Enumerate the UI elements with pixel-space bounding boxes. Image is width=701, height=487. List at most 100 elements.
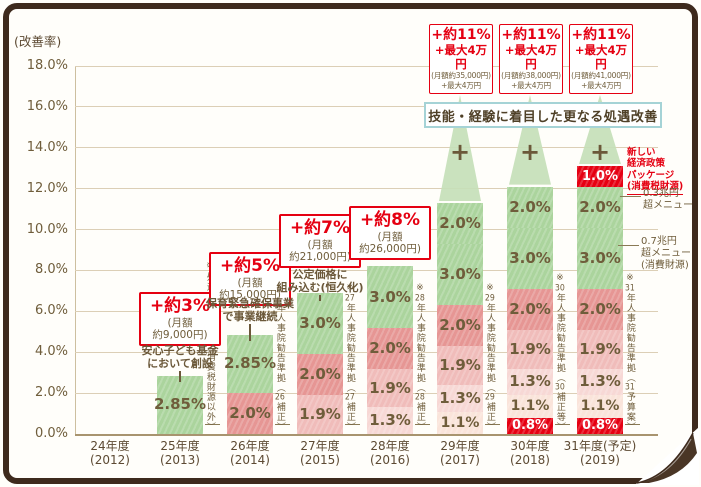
- menu-0-7-trillion-label: 0.7兆円 超メニュー (消費財源): [641, 236, 691, 272]
- y-tick-label: 8.0%: [34, 262, 68, 278]
- segment-value-label: 1.3%: [509, 372, 551, 391]
- segment-value-label: 2.0%: [439, 316, 481, 335]
- callout-box-top: +約11% +最大4万円 (月額約35,000円) +最大4万円: [429, 24, 493, 94]
- caption-line: 安心子ども基金: [141, 344, 219, 357]
- callout-main: +約3%: [149, 296, 211, 316]
- top-callout-line: (月額約38,000円): [501, 71, 561, 81]
- x-axis-label-line: (2014): [230, 453, 270, 468]
- bar-caption: 公定価格に 組み込む(恒久化): [260, 268, 380, 294]
- x-axis-label: 29年度 (2017): [412, 439, 508, 468]
- x-axis-label-line: (2018): [510, 453, 550, 468]
- callout-main: +約7%: [289, 218, 351, 238]
- y-tick-label: 18.0%: [26, 58, 68, 73]
- y-tick-label: 10.0%: [26, 221, 68, 237]
- segment-value-label: 1.9%: [369, 378, 411, 397]
- callout-main: +約8%: [359, 210, 421, 230]
- x-axis-label-line: 25年度: [160, 439, 200, 453]
- bar-segment: 1.1%: [437, 411, 483, 434]
- x-axis-label: 31年度(予定) (2019): [552, 439, 648, 468]
- top-callout-line: +最大4万円: [511, 81, 551, 91]
- package-line: 新しい: [627, 147, 656, 158]
- menu07-line: 超メニュー: [641, 248, 691, 259]
- segment-value-label: 2.0%: [299, 365, 341, 384]
- bar-segment: 2.0%: [577, 186, 623, 228]
- y-tick-label: 16.0%: [26, 98, 68, 114]
- x-axis-label-line: 26年度: [230, 439, 270, 453]
- gridline: [75, 392, 658, 394]
- bar-segment: 1.3%: [437, 384, 483, 412]
- segment-value-label: 1.3%: [579, 372, 621, 391]
- segment-value-label: 0.8%: [581, 418, 619, 434]
- bar: 0.8% 1.1% 1.3% 1.9% 2.0% 3.0% 2.0% 1.0%: [577, 166, 623, 434]
- callout-sub: (月額: [167, 316, 193, 329]
- bar-segment: 3.0%: [577, 227, 623, 289]
- segment-value-label: 1.9%: [299, 405, 341, 424]
- gridline: [75, 65, 658, 67]
- gridline: [75, 433, 658, 436]
- bar-segment: 1.9%: [367, 368, 413, 408]
- segment-value-label: 1.9%: [579, 339, 621, 358]
- x-axis-label-line: 31年度(予定): [563, 439, 637, 453]
- footnote-connector: [345, 424, 360, 425]
- segment-value-label: 2.0%: [229, 404, 271, 423]
- footnote-vertical: ※27年人事院勧告準拠（27補正）: [344, 283, 355, 432]
- x-axis-label: 24年度 (2012): [62, 439, 158, 468]
- y-tick-label: 14.0%: [26, 139, 68, 155]
- callout-box-top: +約11% +最大4万円 (月額約38,000円) +最大4万円: [499, 24, 563, 94]
- segment-value-label: 2.0%: [369, 338, 411, 357]
- segment-value-label: 1.3%: [369, 411, 411, 430]
- segment-value-label: 1.9%: [439, 356, 481, 374]
- bar-segment: 1.9%: [297, 395, 343, 434]
- caption-connector: [249, 324, 251, 341]
- bar-segment: 2.0%: [367, 327, 413, 369]
- callout-sub: (月額: [307, 238, 333, 251]
- top-callout-line: (月額約41,000円): [571, 71, 631, 81]
- gridline: [75, 188, 658, 190]
- bar-segment: 1.1%: [577, 395, 623, 418]
- x-axis-label-line: 29年度: [440, 439, 480, 453]
- bar-segment: 2.0%: [437, 305, 483, 347]
- caption-line: で事業継続: [222, 310, 278, 324]
- segment-value-label: 2.0%: [509, 197, 551, 216]
- plus-sign: +: [589, 138, 611, 166]
- bar-segment: 2.0%: [437, 202, 483, 244]
- bar-caption: 安心子ども基金 において創設: [120, 344, 240, 370]
- bar-segment: 2.0%: [227, 393, 273, 434]
- bar: 0.8% 1.1% 1.3% 1.9% 2.0% 3.0% 2.0%: [507, 186, 553, 434]
- bar-segment: 2.0%: [507, 186, 553, 228]
- x-axis-label-line: (2017): [440, 453, 480, 468]
- gridline: [75, 147, 658, 149]
- bar-segment: 2.0%: [297, 354, 343, 396]
- footnote-connector: [485, 424, 500, 425]
- new-economic-package-label: 新しい 経済政策 パッケージ (消費税財源): [627, 147, 684, 195]
- y-tick-label: 6.0%: [34, 303, 68, 319]
- y-tick-label: 12.0%: [26, 180, 68, 196]
- bar-segment: 2.0%: [577, 288, 623, 330]
- segment-value-label: 2.0%: [579, 197, 621, 216]
- segment-value-label: 3.0%: [369, 287, 411, 306]
- footnote-vertical: ※30年人事院勧告準拠（30補正等）: [554, 273, 565, 432]
- menu07-line: (消費財源): [641, 260, 689, 271]
- bar-segment: 3.0%: [507, 227, 553, 289]
- y-tick-label: 2.0%: [34, 385, 68, 401]
- segment-value-label: 2.85%: [223, 354, 277, 373]
- bar-segment: 3.0%: [297, 292, 343, 355]
- callout-sub: (月額: [237, 276, 263, 289]
- segment-value-label: 1.0%: [581, 168, 619, 184]
- footnote-connector: [555, 424, 570, 425]
- segment-value-label: 1.1%: [510, 398, 550, 415]
- callout-sub: (月額: [377, 230, 403, 243]
- skill-improvement-banner: 技能・経験に着目した更なる処遇改善: [424, 102, 662, 128]
- callout-main: +約5%: [219, 256, 281, 276]
- bar-segment: 0.8%: [507, 417, 553, 434]
- x-axis-label-line: (2016): [370, 453, 410, 468]
- callout-box: +約8% (月額 約26,000円): [349, 206, 431, 260]
- top-callout-line: +最大4万円: [581, 81, 621, 91]
- gridline: [75, 269, 658, 271]
- x-axis-label-line: 28年度: [370, 439, 410, 453]
- segment-value-label: 3.0%: [299, 314, 341, 333]
- bar-segment: 3.0%: [367, 266, 413, 328]
- segment-value-label: 2.0%: [579, 299, 621, 318]
- bar-caption: 保育緊急確保事業 で事業継続: [190, 297, 310, 323]
